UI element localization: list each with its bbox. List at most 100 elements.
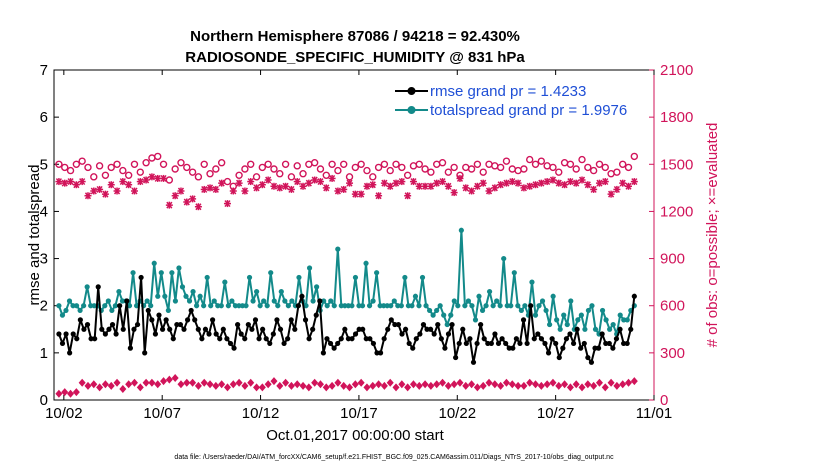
rmse-point [252,317,259,323]
evaluated-obs-marker [84,192,92,200]
totalspread-point [310,298,316,304]
rmse-point [245,321,251,328]
evaluated-obs-marker [578,176,586,184]
evaluated-obs-marker [549,176,557,184]
evaluated-obs-marker [607,190,615,198]
evaluated-obs-marker [380,179,388,187]
y-left-tick-label: 3 [40,251,48,268]
rmse-point [463,340,469,347]
evaluated-obs-marker [316,178,324,186]
rmse-point [495,340,502,347]
possible-obs-marker [386,166,394,175]
possible-series [55,152,639,190]
rmse-point [545,350,552,356]
rejected-obs-marker [218,380,226,389]
possible-obs-marker [101,171,110,179]
evaluated-obs-marker [276,184,284,192]
possible-obs-marker [403,171,412,179]
legend-rmse-marker [407,87,416,95]
totalspread-point [451,298,457,304]
totalspread-point [607,326,613,332]
rejected-obs-marker [543,380,551,389]
totalspread-point [398,303,404,309]
possible-obs-marker [113,160,121,168]
possible-obs-marker [496,163,505,172]
evaluated-obs-marker [340,185,348,193]
rejected-obs-marker [369,381,377,390]
possible-obs-marker [217,159,226,167]
rmse-point [517,340,523,347]
rmse-point [331,345,337,351]
rmse-point [281,340,287,347]
totalspread-point [585,307,592,314]
rmse-point [195,326,201,332]
evaluated-obs-marker [479,179,487,187]
totalspread-point [183,293,189,299]
rmse-point [406,340,412,347]
possible-obs-marker [299,170,307,178]
rmse-point [345,336,352,342]
possible-obs-marker [310,159,319,167]
totalspread-point [264,303,270,309]
evaluated-obs-marker [520,184,528,192]
rejected-obs-marker [322,383,330,392]
rejected-obs-marker [183,378,191,387]
totalspread-point [335,246,341,252]
totalspread-point [59,312,66,318]
totalspread-point [303,303,309,309]
rejected-obs-marker [154,380,162,389]
rmse-point [292,326,298,332]
totalspread-point [490,303,496,309]
rmse-point [595,345,602,351]
x-tick-label: 10/17 [340,405,378,422]
totalspread-point [165,307,171,314]
rmse-point [395,321,402,328]
rmse-point [59,340,66,347]
rmse-point [220,326,226,332]
totalspread-point [193,303,200,309]
rejected-obs-marker [572,380,580,389]
totalspread-point [282,298,288,304]
rmse-point [174,321,180,328]
evaluated-obs-marker [543,178,551,186]
rejected-obs-marker [619,380,627,389]
rmse-point [99,326,105,332]
rejected-obs-marker [160,377,168,386]
rmse-point [109,321,116,328]
rejected-obs-marker [409,380,417,389]
possible-obs-marker [159,160,168,168]
rmse-point [435,321,441,328]
rmse-point [56,331,62,337]
rejected-obs-marker [514,381,522,390]
possible-obs-marker [578,155,586,164]
evaluated-obs-marker [101,190,109,198]
possible-obs-marker [281,160,290,168]
evaluated-obs-marker [526,182,534,190]
rmse-point [445,331,452,337]
totalspread-point [285,303,291,309]
rejected-obs-marker [235,378,243,387]
totalspread-point [391,298,397,304]
rmse-point [238,331,244,337]
rmse-point [270,331,276,337]
totalspread-point [561,312,567,318]
rmse-point [156,312,162,318]
rmse-point [410,345,416,351]
totalspread-point [370,298,376,304]
totalspread-point [589,303,595,309]
legend-box [393,80,645,122]
rejected-obs-marker [439,378,447,387]
possible-obs-marker [119,166,127,175]
possible-obs-marker [572,165,580,173]
x-tick-label: 10/22 [439,405,477,422]
rejected-obs-marker [601,383,609,392]
possible-obs-marker [374,163,383,172]
totalspread-point [359,303,366,309]
rejected-obs-marker [206,380,214,389]
rejected-obs-marker [247,378,255,387]
possible-obs-marker [305,160,313,168]
evaluated-obs-marker [293,178,301,186]
totalspread-point [554,317,560,323]
totalspread-point [222,279,228,285]
possible-obs-marker [177,159,185,167]
